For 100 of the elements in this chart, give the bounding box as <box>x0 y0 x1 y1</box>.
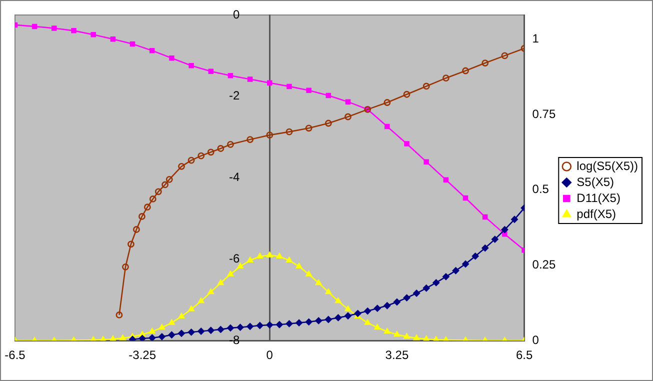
point <box>384 328 390 334</box>
point <box>305 124 312 132</box>
point <box>188 328 195 336</box>
point <box>52 26 57 31</box>
point <box>384 124 390 130</box>
point <box>286 128 293 136</box>
y2-tick-label: 0.75 <box>532 106 556 121</box>
point <box>404 141 410 146</box>
point <box>207 148 214 156</box>
point <box>139 331 146 337</box>
point <box>403 90 410 98</box>
point <box>154 188 162 196</box>
point <box>404 333 410 339</box>
point <box>325 288 332 294</box>
point <box>237 262 244 268</box>
point <box>138 335 146 341</box>
point <box>482 244 489 252</box>
point <box>442 74 450 82</box>
point <box>122 263 129 270</box>
point <box>266 252 273 258</box>
point <box>247 76 253 82</box>
point <box>32 24 38 30</box>
point <box>208 68 214 74</box>
point <box>286 320 293 328</box>
point <box>90 32 96 38</box>
point <box>344 113 352 120</box>
point <box>413 290 420 297</box>
point <box>384 302 391 310</box>
point <box>208 288 214 294</box>
point <box>227 270 234 276</box>
point <box>168 331 176 338</box>
point <box>462 260 469 268</box>
point <box>403 294 410 302</box>
point <box>256 322 264 329</box>
point <box>422 82 430 90</box>
point <box>443 177 449 183</box>
point <box>276 321 283 328</box>
point <box>296 319 302 326</box>
y-tick-label: -6 <box>228 252 240 266</box>
point <box>423 336 430 341</box>
point <box>345 99 351 104</box>
point <box>129 336 136 341</box>
point <box>169 55 174 61</box>
point <box>149 196 156 202</box>
point <box>305 318 312 326</box>
point <box>158 324 165 330</box>
point <box>501 52 508 60</box>
point <box>364 308 372 315</box>
point <box>178 313 185 319</box>
point <box>424 159 429 164</box>
point <box>442 273 450 280</box>
point <box>162 181 168 188</box>
point <box>482 60 489 66</box>
point <box>491 236 498 243</box>
point <box>148 334 156 341</box>
legend-label: D11(X5) <box>576 190 620 205</box>
point <box>335 298 342 304</box>
point <box>198 298 204 304</box>
point <box>130 41 136 47</box>
y2-tick-label: 1 <box>532 31 540 46</box>
point <box>149 48 155 54</box>
point <box>188 306 194 312</box>
point <box>110 336 116 341</box>
point <box>207 326 214 334</box>
point <box>128 240 134 248</box>
point <box>394 298 400 306</box>
point <box>306 270 312 276</box>
point <box>217 326 224 333</box>
point <box>501 226 508 234</box>
point <box>413 334 420 340</box>
point <box>384 99 391 106</box>
point <box>188 156 195 164</box>
point <box>228 72 234 78</box>
point <box>324 316 332 323</box>
point <box>374 324 380 330</box>
x-tick-label: 3.25 <box>385 348 409 362</box>
point <box>267 80 272 86</box>
point <box>482 214 488 220</box>
point <box>334 314 342 322</box>
point <box>296 262 302 268</box>
point <box>462 195 468 201</box>
point <box>511 216 518 223</box>
point <box>315 317 322 324</box>
point <box>344 306 352 312</box>
point <box>324 120 332 127</box>
point <box>246 136 254 143</box>
point <box>149 328 156 334</box>
point <box>266 321 274 328</box>
point <box>166 176 173 183</box>
point <box>364 319 371 325</box>
point <box>168 319 175 325</box>
legend-label: S5(X5) <box>576 174 614 189</box>
legend-label: pdf(X5) <box>576 206 616 221</box>
point <box>198 152 205 160</box>
point <box>374 304 381 312</box>
x-tick-label: 0 <box>266 348 274 362</box>
point <box>144 204 151 211</box>
point <box>286 84 292 90</box>
point <box>344 312 352 320</box>
point <box>227 140 234 148</box>
